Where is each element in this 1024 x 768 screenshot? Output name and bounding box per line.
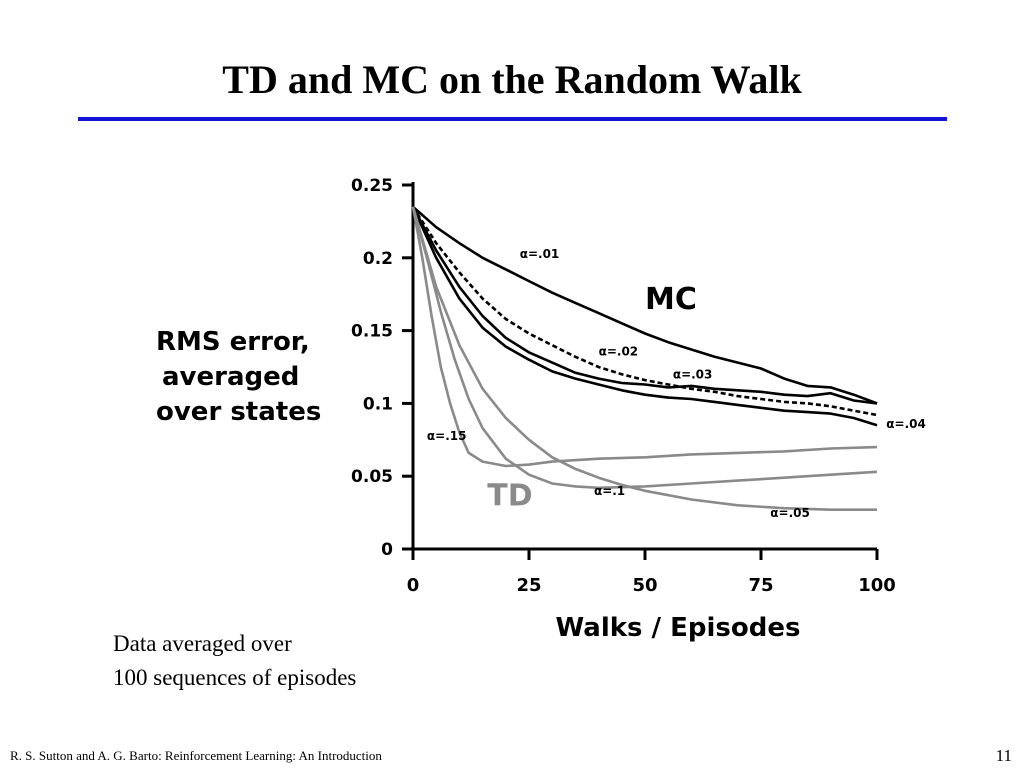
y-tick-label: 0.25 xyxy=(351,176,393,196)
group-label-mc: MC xyxy=(645,282,697,317)
series-label-1: α=.01 xyxy=(520,247,560,261)
series-line-td-6 xyxy=(411,206,878,490)
x-tick-label: 0 xyxy=(407,575,420,596)
group-label-td: TD xyxy=(487,478,532,513)
series-line-mc-1 xyxy=(412,205,878,405)
averaging-note: Data averaged over 100 sequences of epis… xyxy=(113,627,356,695)
x-tick-label: 75 xyxy=(748,575,773,596)
x-tick-label: 25 xyxy=(516,575,541,596)
y-tick-label: 0 xyxy=(381,540,393,560)
series-line-mc-4 xyxy=(411,206,878,427)
y-tick-label: 0.2 xyxy=(363,249,393,269)
note-line-1: Data averaged over xyxy=(113,631,292,656)
series-line-mc-3 xyxy=(411,206,878,405)
series-label-3: α=.03 xyxy=(673,368,713,382)
series-label-5: α=.15 xyxy=(427,429,467,443)
series-label-6: α=.1 xyxy=(594,484,625,498)
y-axis-label-line: over states xyxy=(156,397,321,427)
series-label-2: α=.02 xyxy=(599,344,639,358)
x-axis-label: Walks / Episodes xyxy=(556,613,801,643)
y-tick-label: 0.05 xyxy=(351,467,393,487)
y-tick-label: 0.15 xyxy=(351,322,393,342)
x-tick-label: 100 xyxy=(858,575,896,596)
note-line-2: 100 sequences of episodes xyxy=(113,665,357,690)
title-rule xyxy=(78,117,947,121)
y-axis-label-line: RMS error, xyxy=(156,327,310,357)
slide-title: TD and MC on the Random Walk xyxy=(222,57,802,102)
y-tick-label: 0.1 xyxy=(363,394,393,414)
series-label-7: α=.05 xyxy=(770,506,810,520)
y-axis-label-line: averaged xyxy=(162,362,299,392)
series-line-mc-2 xyxy=(411,206,878,417)
series-line-td-7 xyxy=(411,206,877,512)
series-label-4: α=.04 xyxy=(886,417,926,431)
footer-credit: R. S. Sutton and A. G. Barto: Reinforcem… xyxy=(10,748,382,763)
x-tick-label: 50 xyxy=(632,575,657,596)
page-number: 11 xyxy=(995,746,1012,765)
